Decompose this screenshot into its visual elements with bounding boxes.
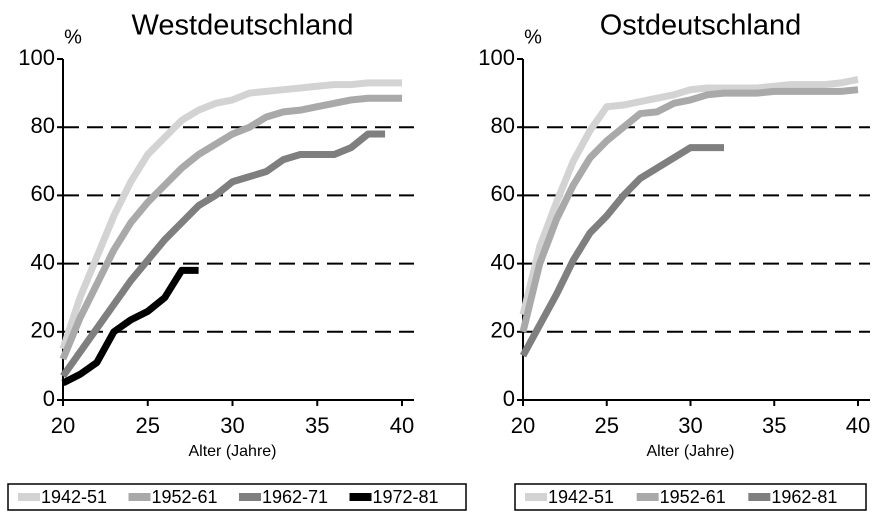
series-line — [59, 79, 402, 350]
legend-swatch — [128, 493, 151, 501]
legend-swatch — [239, 493, 261, 501]
legend-box — [7, 483, 467, 511]
y-tick-label: 0 — [43, 386, 55, 411]
y-tick-label: 40 — [491, 249, 515, 274]
y-axis-label: % — [64, 26, 82, 48]
legend-label: 1952-61 — [152, 487, 218, 507]
legend-swatch — [636, 493, 659, 501]
chart-title: Westdeutschland — [132, 10, 354, 42]
series-line — [519, 76, 859, 316]
x-tick-label: 30 — [220, 413, 244, 438]
legend-swatch — [349, 493, 372, 501]
series-line — [519, 86, 859, 333]
legend-swatch — [525, 493, 547, 501]
x-tick-label: 35 — [762, 413, 786, 438]
legend-label: 1952-61 — [660, 487, 726, 507]
legend-label: 1942-51 — [548, 487, 614, 507]
y-tick-label: 20 — [31, 318, 55, 343]
y-tick-label: 80 — [31, 113, 55, 138]
legend-label: 1962-81 — [771, 487, 837, 507]
x-tick-label: 20 — [51, 413, 75, 438]
x-tick-label: 30 — [678, 413, 702, 438]
legend-label: 1942-51 — [41, 487, 107, 507]
x-tick-label: 25 — [136, 413, 160, 438]
x-tick-label: 40 — [390, 413, 414, 438]
x-tick-label: 40 — [846, 413, 870, 438]
x-tick-label: 35 — [305, 413, 329, 438]
x-axis-label: Alter (Jahre) — [188, 443, 276, 460]
y-tick-label: 60 — [491, 181, 515, 206]
x-axis-label: Alter (Jahre) — [646, 443, 734, 460]
series-line — [519, 144, 724, 358]
series-line — [60, 130, 386, 379]
legend-swatch — [18, 493, 40, 501]
series-line — [61, 266, 199, 387]
y-axis-label: % — [524, 26, 542, 48]
y-tick-label: 100 — [18, 45, 55, 70]
y-tick-label: 80 — [491, 113, 515, 138]
y-tick-label: 100 — [478, 45, 515, 70]
legend-box — [514, 483, 867, 511]
y-tick-label: 60 — [31, 181, 55, 206]
legend-swatch — [748, 493, 771, 501]
legend-label: 1972-81 — [373, 487, 439, 507]
y-tick-label: 0 — [503, 386, 515, 411]
chart-title: Ostdeutschland — [600, 10, 802, 42]
y-tick-label: 40 — [31, 249, 55, 274]
x-tick-label: 20 — [511, 413, 535, 438]
series-line — [59, 94, 402, 361]
x-tick-label: 25 — [595, 413, 619, 438]
legend-label: 1962-71 — [262, 487, 328, 507]
y-tick-label: 20 — [491, 318, 515, 343]
